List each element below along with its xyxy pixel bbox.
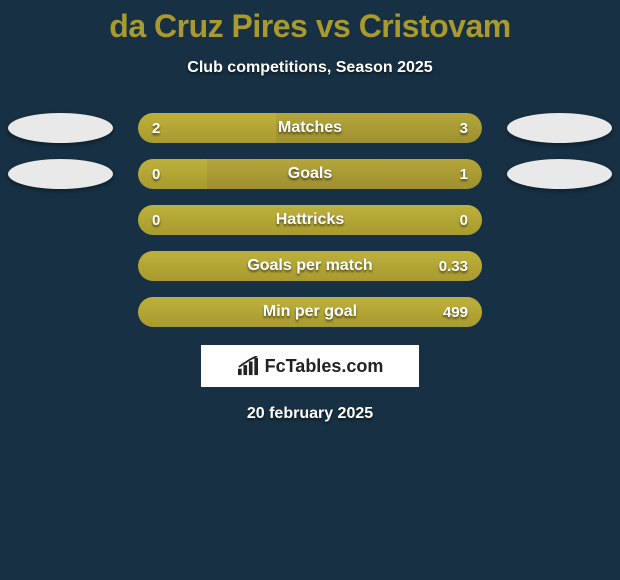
avatar-spacer bbox=[8, 251, 113, 281]
avatar-spacer bbox=[507, 205, 612, 235]
stat-row: Goals per match0.33 bbox=[0, 251, 620, 281]
stat-label: Min per goal bbox=[138, 297, 482, 327]
player-right-avatar bbox=[507, 113, 612, 143]
stat-bar: 0Goals1 bbox=[138, 159, 482, 189]
stat-label: Hattricks bbox=[138, 205, 482, 235]
subtitle: Club competitions, Season 2025 bbox=[0, 59, 620, 77]
avatar-spacer bbox=[8, 205, 113, 235]
stat-row: 2Matches3 bbox=[0, 113, 620, 143]
stat-row: Min per goal499 bbox=[0, 297, 620, 327]
player-left-avatar bbox=[8, 159, 113, 189]
avatar-spacer bbox=[507, 251, 612, 281]
stat-bar: Goals per match0.33 bbox=[138, 251, 482, 281]
stat-label: Matches bbox=[138, 113, 482, 143]
stat-bar: 0Hattricks0 bbox=[138, 205, 482, 235]
player-left-avatar bbox=[8, 113, 113, 143]
stat-bar: Min per goal499 bbox=[138, 297, 482, 327]
logo-text: FcTables.com bbox=[265, 356, 384, 377]
player-right-avatar bbox=[507, 159, 612, 189]
stat-right-value: 0 bbox=[460, 205, 468, 235]
stat-right-value: 0.33 bbox=[439, 251, 468, 281]
stat-label: Goals per match bbox=[138, 251, 482, 281]
source-logo: FcTables.com bbox=[201, 345, 419, 387]
stats-list: 2Matches30Goals10Hattricks0Goals per mat… bbox=[0, 113, 620, 327]
footer-date: 20 february 2025 bbox=[0, 405, 620, 423]
stat-right-value: 1 bbox=[460, 159, 468, 189]
comparison-card: da Cruz Pires vs Cristovam Club competit… bbox=[0, 0, 620, 423]
stat-row: 0Hattricks0 bbox=[0, 205, 620, 235]
barchart-icon bbox=[237, 356, 259, 376]
stat-right-value: 3 bbox=[460, 113, 468, 143]
avatar-spacer bbox=[8, 297, 113, 327]
stat-bar: 2Matches3 bbox=[138, 113, 482, 143]
page-title: da Cruz Pires vs Cristovam bbox=[0, 8, 620, 45]
avatar-spacer bbox=[507, 297, 612, 327]
stat-right-value: 499 bbox=[443, 297, 468, 327]
stat-label: Goals bbox=[138, 159, 482, 189]
stat-row: 0Goals1 bbox=[0, 159, 620, 189]
